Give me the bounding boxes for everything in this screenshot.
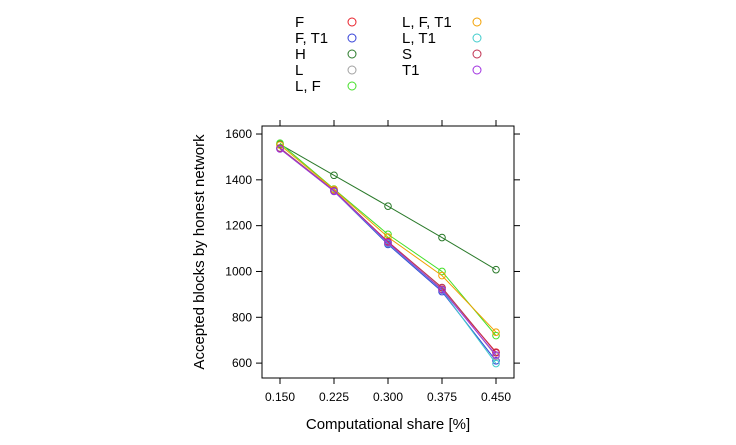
- legend-marker: [347, 81, 357, 91]
- y-tick-label: 1600: [225, 127, 252, 141]
- series-line: [279, 148, 497, 356]
- legend-item: S: [402, 46, 482, 63]
- y-tick-label: 1400: [225, 173, 252, 187]
- series-l-t1: [276, 144, 500, 368]
- y-tick-label: 600: [232, 356, 252, 370]
- data-point: [492, 357, 500, 365]
- legend-item: H: [295, 46, 357, 63]
- legend-marker: [347, 49, 357, 59]
- data-point: [330, 171, 338, 180]
- legend-item: L, T1: [402, 30, 482, 47]
- legend-label: F: [295, 14, 304, 31]
- series-line: [279, 147, 497, 362]
- series-t1: [276, 145, 500, 359]
- legend-item: F: [295, 14, 357, 31]
- legend-label: L, F, T1: [402, 14, 452, 31]
- legend-label: L, F: [295, 78, 321, 95]
- series-group: [276, 139, 500, 368]
- legend-marker: [472, 33, 482, 43]
- series-f-t1: [276, 144, 500, 365]
- x-tick-label: 0.450: [481, 390, 511, 404]
- legend-label: H: [295, 46, 306, 63]
- legend-marker: [472, 17, 482, 27]
- x-tick-label: 0.225: [319, 390, 349, 404]
- data-point: [492, 349, 500, 357]
- data-point: [492, 359, 500, 368]
- series-line: [279, 147, 497, 357]
- series-line: [279, 144, 497, 333]
- data-point: [438, 286, 446, 294]
- data-point: [492, 265, 500, 274]
- series-h: [276, 140, 500, 274]
- x-tick-label: 0.300: [373, 390, 403, 404]
- data-point: [438, 233, 446, 242]
- y-tick-label: 1000: [225, 264, 252, 278]
- legend-label: T1: [402, 62, 420, 79]
- series-line: [279, 143, 497, 271]
- legend-item: F, T1: [295, 30, 357, 47]
- series-line: [279, 148, 497, 364]
- legend-label: L, T1: [402, 30, 436, 47]
- series-s: [276, 144, 500, 357]
- legend-marker: [472, 49, 482, 59]
- x-axis: 0.150 0.225 0.300 0.375 0.450: [265, 120, 511, 404]
- data-point: [492, 331, 500, 340]
- data-point: [438, 267, 446, 276]
- legend-marker: [347, 33, 357, 43]
- y-axis-title: Accepted blocks by honest network: [191, 134, 208, 370]
- data-point: [330, 187, 338, 196]
- y-tick-label: 800: [232, 310, 252, 324]
- y-axis: 600 800 1000 1200 1400 1600: [225, 127, 520, 370]
- legend-item: L, F: [295, 78, 357, 95]
- series-f: [276, 144, 500, 356]
- data-point: [492, 351, 500, 359]
- legend-item: L: [295, 62, 357, 79]
- data-point: [384, 239, 392, 247]
- x-tick-label: 0.375: [427, 390, 457, 404]
- legend-label: S: [402, 46, 412, 63]
- legend-item: L, F, T1: [402, 14, 482, 31]
- legend-label: F, T1: [295, 30, 328, 47]
- x-axis-title: Computational share [%]: [306, 416, 470, 433]
- legend-marker: [347, 65, 357, 75]
- series-line: [279, 142, 497, 336]
- legend-item: T1: [402, 62, 482, 79]
- legend-label: L: [295, 62, 303, 79]
- data-point: [438, 271, 446, 280]
- data-point: [276, 145, 284, 153]
- data-point: [492, 328, 500, 336]
- legend-marker: [472, 65, 482, 75]
- y-tick-label: 1200: [225, 219, 252, 233]
- x-tick-label: 0.150: [265, 390, 295, 404]
- data-point: [384, 202, 392, 210]
- legend-marker: [347, 17, 357, 27]
